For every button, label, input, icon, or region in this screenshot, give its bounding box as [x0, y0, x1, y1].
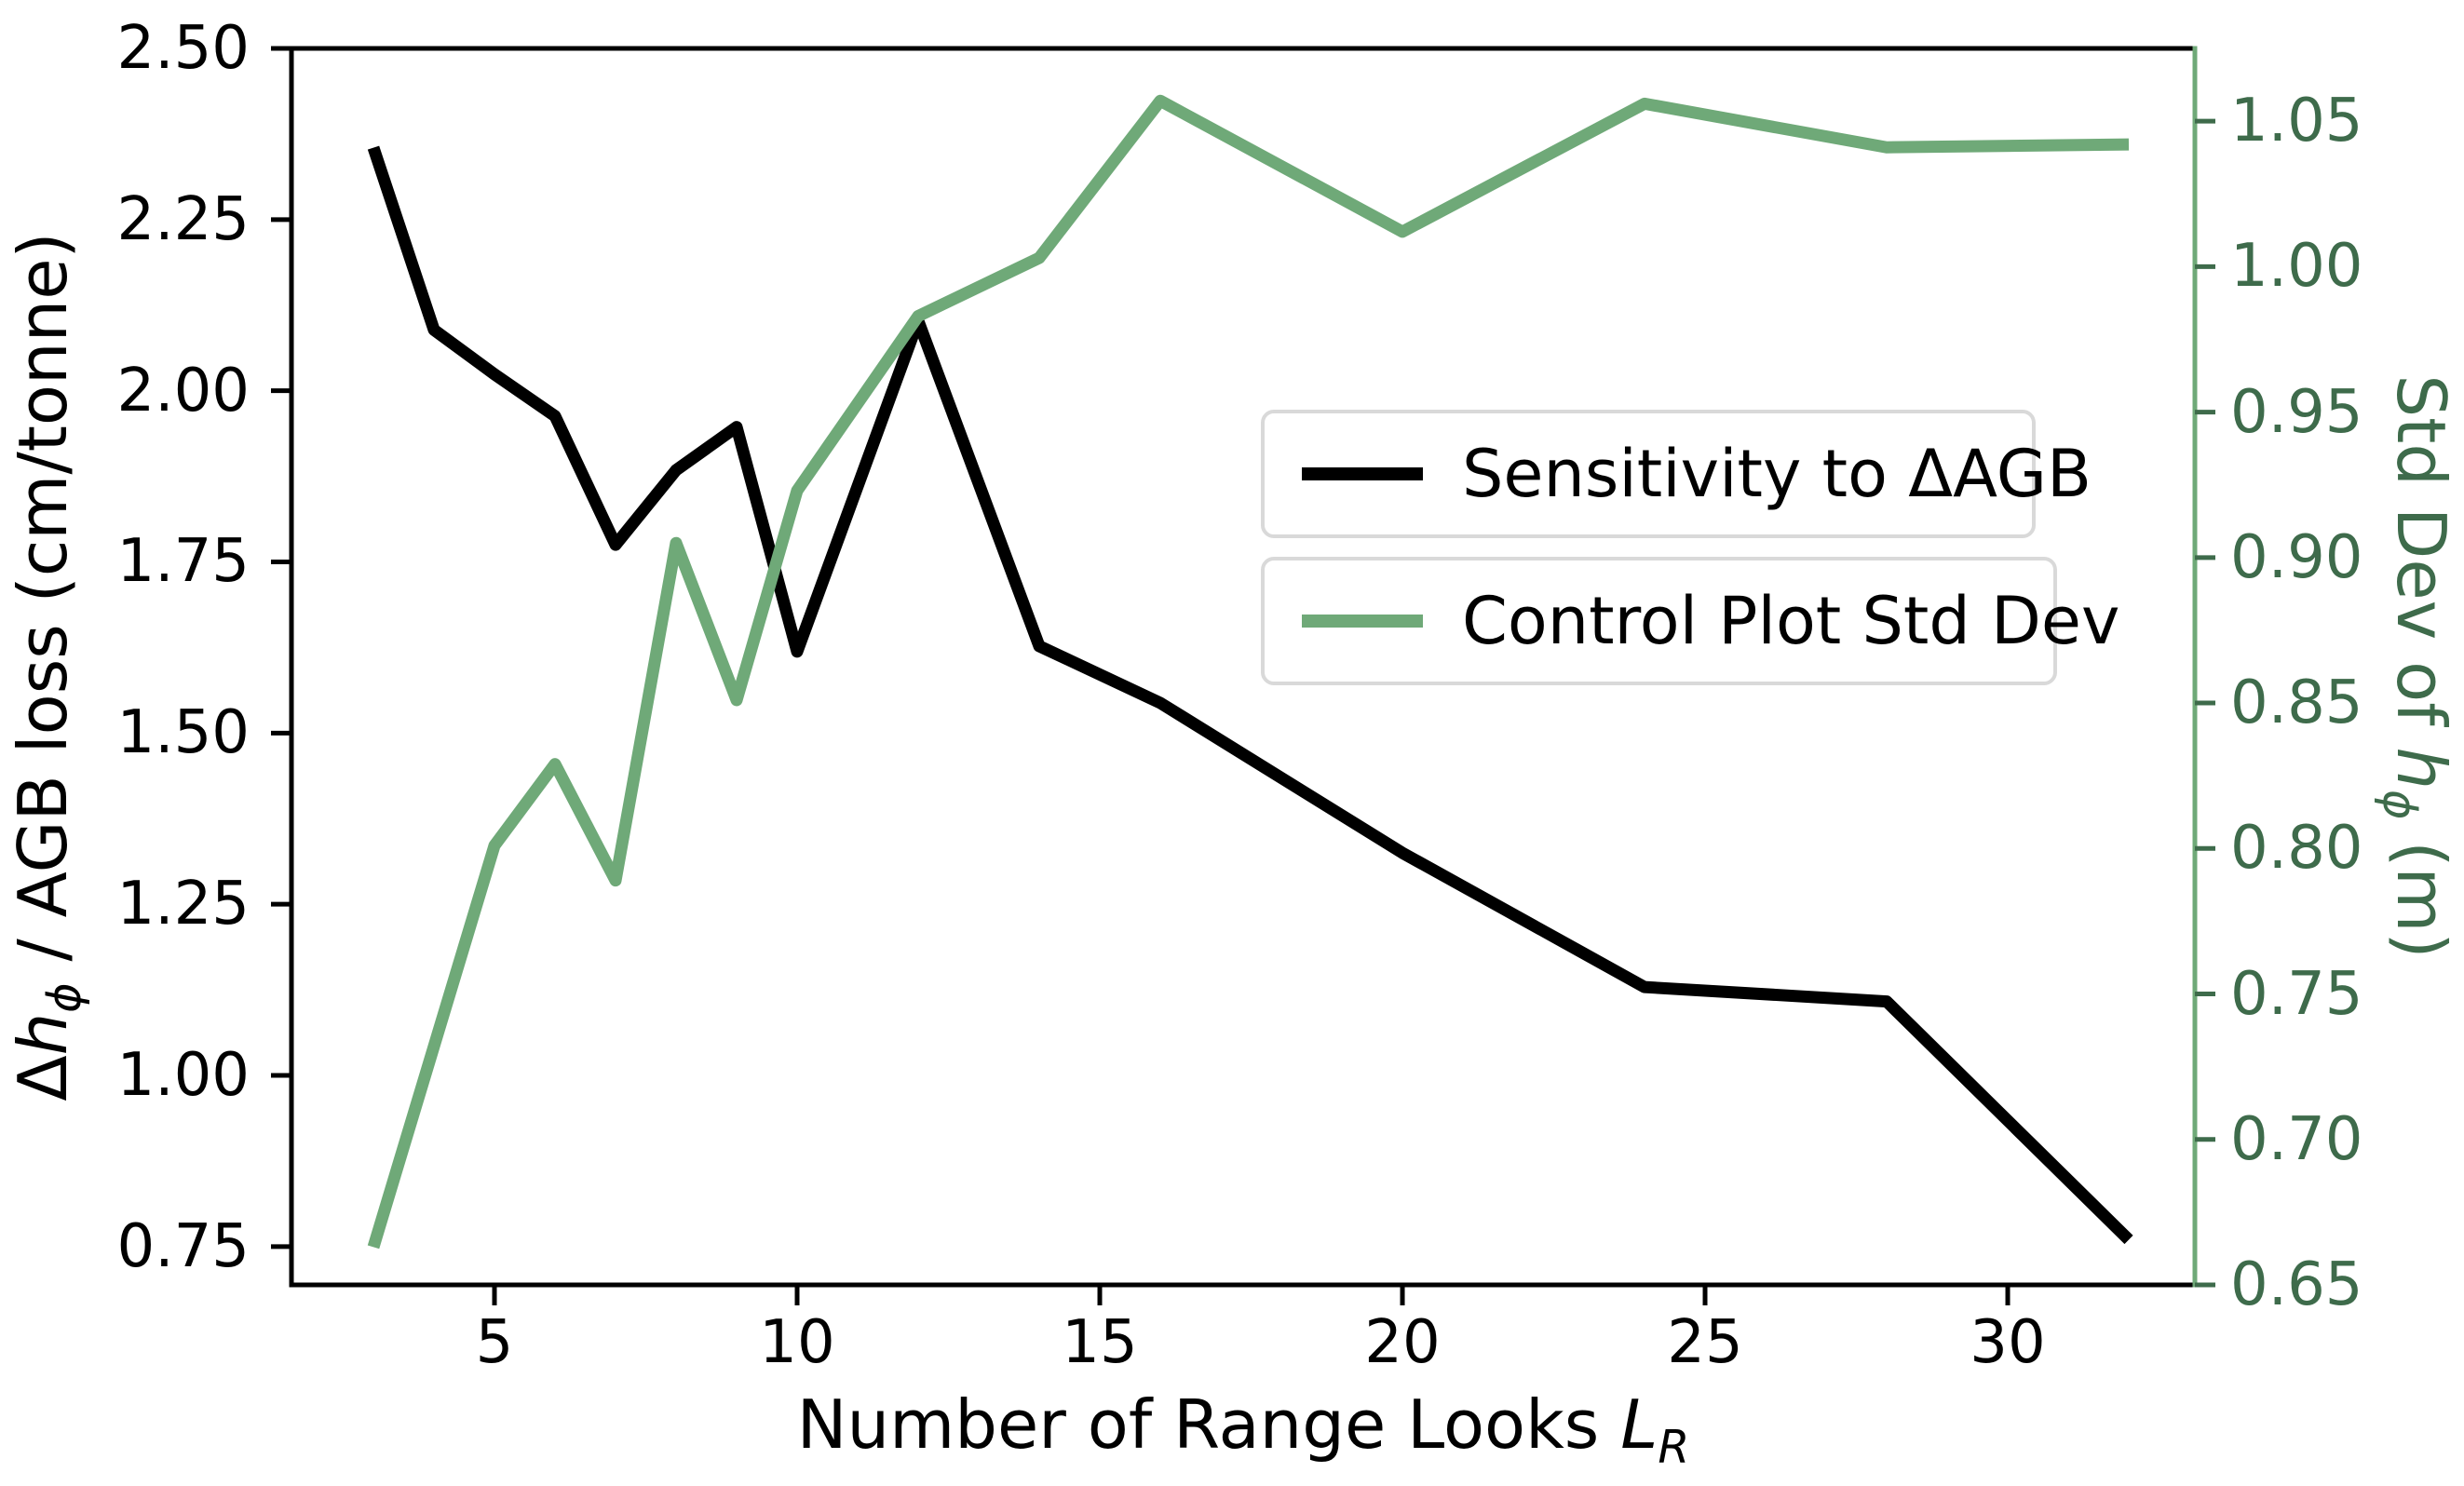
legend-label-control-std: Control Plot Std Dev [1462, 583, 2120, 659]
y-left-tick-label: 1.25 [116, 870, 250, 939]
legend-line-swatch-control-std [1302, 615, 1423, 628]
y-left-tick-label: 1.50 [116, 698, 250, 768]
y-right-label-suffix: (m) [2382, 819, 2461, 959]
y-left-tick-label: 1.00 [116, 1040, 250, 1110]
y-right-label-prefix: Std Dev of [2382, 374, 2461, 748]
x-axis-label: Number of Range Looks LR [797, 1389, 1690, 1482]
x-label-prefix: Number of Range Looks [796, 1385, 1621, 1464]
legend-box-control-std: Control Plot Std Dev [1261, 557, 2119, 685]
y-right-tick-label: 0.70 [2230, 1104, 2363, 1174]
y-left-tick-label: 1.75 [116, 527, 250, 597]
y-left-label-var: h [3, 1012, 82, 1056]
y-left-label-prefix: Δ [3, 1055, 82, 1101]
y-left-tick-label: 2.00 [116, 356, 250, 426]
series-line-sensitivity [367, 145, 2133, 1245]
x-tick-label: 25 [1667, 1308, 1743, 1377]
y-right-tick-label: 0.75 [2230, 959, 2363, 1029]
y-right-tick-label: 0.90 [2230, 522, 2363, 592]
legend-label-sensitivity: Sensitivity to ΔAGB [1462, 436, 2092, 512]
y-right-label-var: h [2382, 747, 2461, 790]
y-right-tick-label: 0.65 [2230, 1250, 2363, 1319]
x-tick-label: 5 [475, 1308, 514, 1377]
x-tick-label: 15 [1062, 1308, 1138, 1377]
y-right-label-sub: ϕ [2372, 790, 2426, 820]
x-tick-label: 20 [1364, 1308, 1441, 1377]
y-right-tick-label: 0.95 [2230, 377, 2363, 447]
y-left-tick-label: 0.75 [116, 1211, 250, 1281]
y-left-tick-label: 2.25 [116, 184, 250, 254]
y-axis-label-left: Δhϕ / AGB loss (cm/tonne) [3, 232, 101, 1101]
legend-box-sensitivity: Sensitivity to ΔAGB [1261, 410, 2092, 538]
x-tick-label: 10 [759, 1308, 835, 1377]
legend-line-swatch-sensitivity [1302, 467, 1423, 480]
y-axis-label-right: Std Dev of hϕ (m) [2363, 374, 2461, 959]
y-right-tick-label: 0.85 [2230, 669, 2363, 738]
series-line-control-std [367, 94, 2130, 1250]
x-label-sub: R [1658, 1420, 1690, 1474]
y-right-tick-label: 1.05 [2230, 87, 2363, 156]
y-left-tick-label: 2.50 [116, 14, 250, 83]
y-right-tick-label: 1.00 [2230, 232, 2363, 302]
y-right-tick-label: 0.80 [2230, 814, 2363, 884]
x-tick-label: 30 [1970, 1308, 2046, 1377]
x-label-var: L [1620, 1385, 1658, 1464]
y-left-label-sub: ϕ [38, 982, 92, 1013]
y-left-label-suffix: / AGB loss (cm/tonne) [3, 232, 82, 983]
